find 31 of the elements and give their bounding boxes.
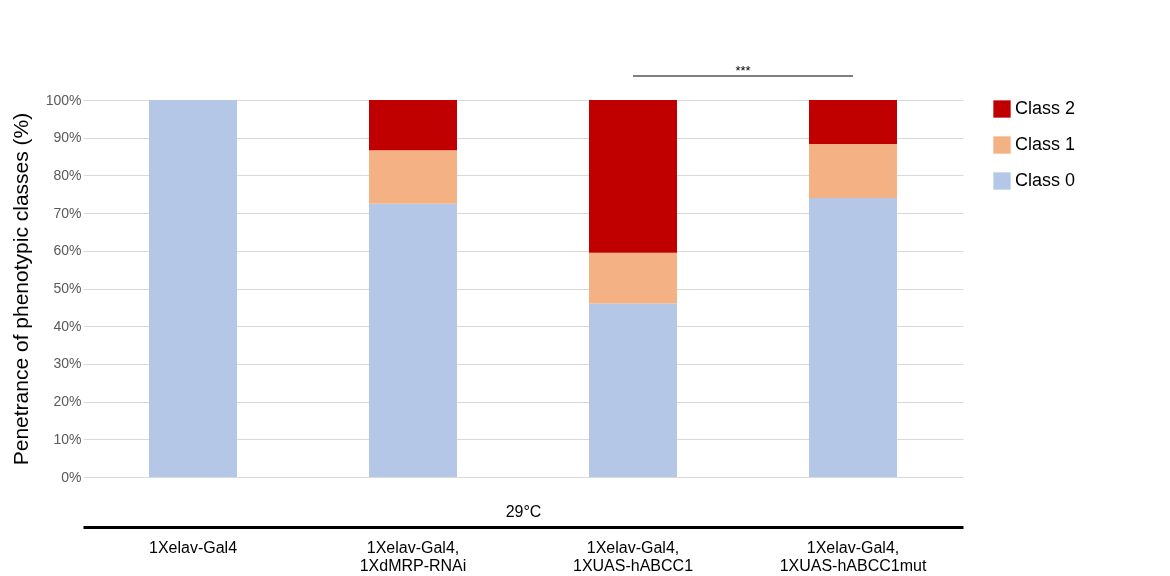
x-tick-label: 1Xelav-Gal4, 1XUAS-hABCC1 [572, 538, 694, 574]
y-tick-label: 70% [53, 204, 82, 221]
y-axis-title: Penetrance of phenotypic classes (%) [8, 112, 32, 466]
y-tick-label: 40% [53, 317, 82, 334]
y-tick-label: 100% [45, 91, 82, 108]
bar [589, 252, 677, 304]
bar [369, 100, 457, 151]
legend-label: Class 2 [1015, 98, 1076, 118]
x-tick-label: 1Xelav-Gal4, 1XUAS-hABCC1mut [779, 538, 927, 574]
bar [589, 303, 677, 477]
y-tick-label: 20% [53, 393, 82, 410]
y-tick-label: 10% [53, 430, 82, 447]
y-tick-label: 60% [53, 242, 82, 259]
bar [149, 100, 237, 477]
legend-label: Class 1 [1015, 134, 1076, 154]
bar [369, 203, 457, 477]
y-tick-label: 80% [53, 166, 82, 183]
y-tick-label: 90% [53, 129, 82, 146]
bar [809, 100, 897, 145]
bar [589, 100, 677, 253]
x-tick-label: 1Xelav-Gal4 [148, 538, 238, 556]
x-tick-label: 1Xelav-Gal4, 1XdMRP-RNAi [359, 538, 467, 574]
bar [809, 198, 897, 477]
bar [369, 150, 457, 204]
y-tick-label: 0% [61, 468, 82, 485]
legend-label: Class 0 [1015, 170, 1076, 190]
bar [809, 144, 897, 199]
y-tick-label: 50% [53, 280, 82, 296]
y-tick-label: 30% [53, 355, 82, 372]
text: *** [735, 63, 751, 78]
x-axis-title: 29°C [505, 502, 542, 520]
